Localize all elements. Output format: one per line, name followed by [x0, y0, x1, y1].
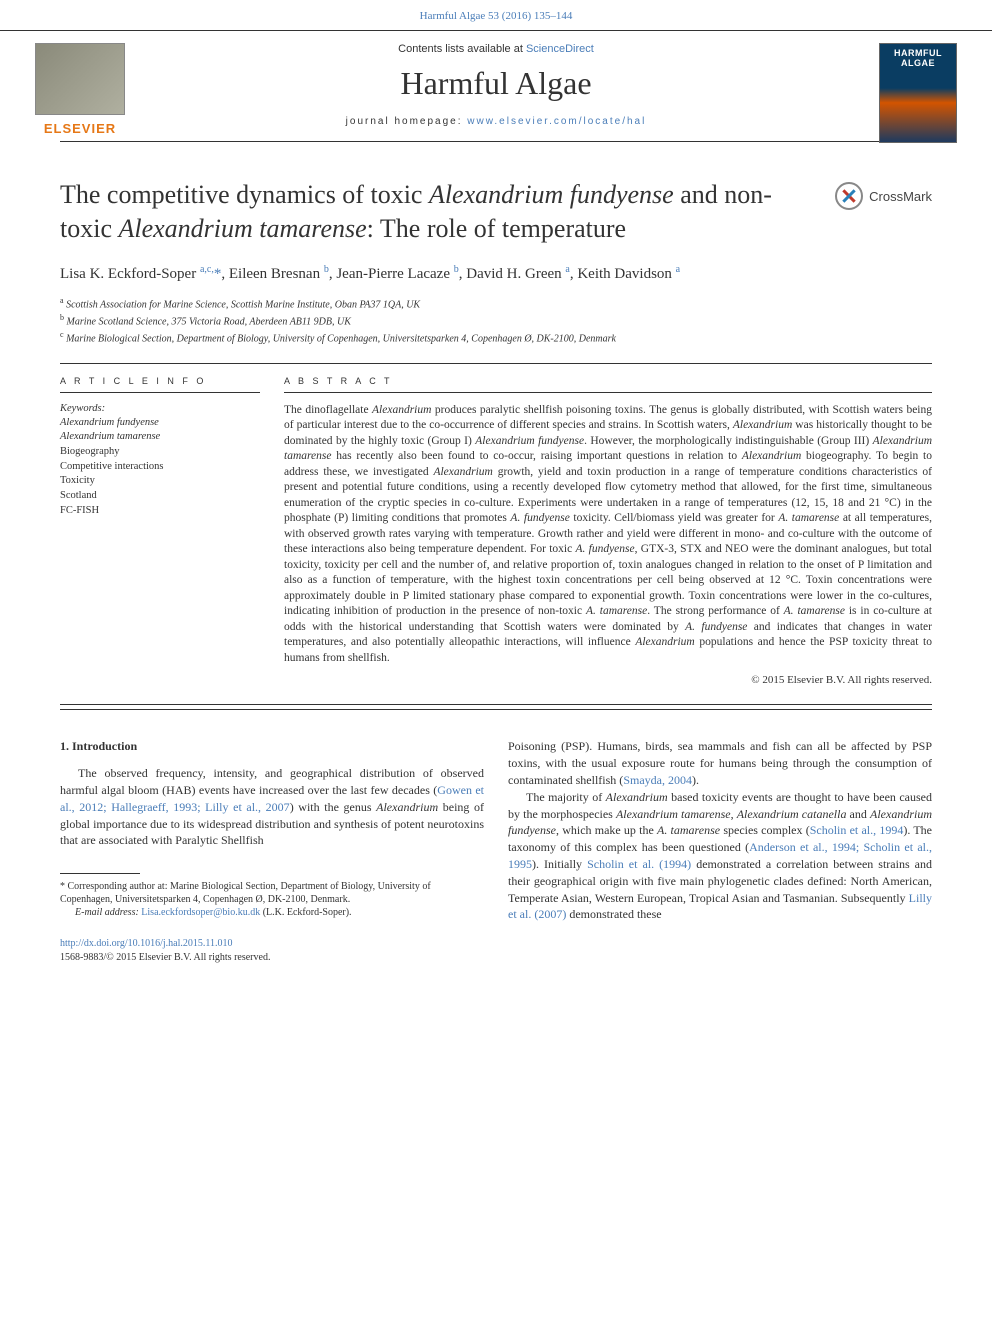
abstract-header: A B S T R A C T: [284, 376, 932, 393]
intro-paragraph-2: The majority of Alexandrium based toxici…: [508, 789, 932, 923]
keyword-item: FC-FISH: [60, 504, 260, 519]
affiliation-item: b Marine Scotland Science, 375 Victoria …: [60, 312, 932, 329]
keyword-item: Alexandrium tamarense: [60, 430, 260, 445]
crossmark-icon: [835, 182, 863, 210]
footnote-separator: [60, 873, 140, 874]
contents-available: Contents lists available at ScienceDirec…: [60, 43, 932, 55]
email-link[interactable]: Lisa.eckfordsoper@bio.ku.dk: [141, 907, 260, 918]
citation-header: Harmful Algae 53 (2016) 135–144: [0, 0, 992, 30]
keywords-list: Alexandrium fundyenseAlexandrium tamaren…: [60, 416, 260, 519]
elsevier-label: ELSEVIER: [35, 121, 125, 136]
keyword-item: Competitive interactions: [60, 460, 260, 475]
affiliation-item: c Marine Biological Section, Department …: [60, 329, 932, 346]
abstract-text: The dinoflagellate Alexandrium produces …: [284, 403, 932, 667]
sciencedirect-link[interactable]: ScienceDirect: [526, 43, 594, 55]
email-footnote: E-mail address: Lisa.eckfordsoper@bio.ku…: [60, 906, 484, 919]
elsevier-logo: ELSEVIER: [35, 43, 125, 143]
journal-masthead: ELSEVIER HARMFUL ALGAE Contents lists av…: [0, 30, 992, 142]
keyword-item: Biogeography: [60, 445, 260, 460]
cover-title: HARMFUL ALGAE: [880, 44, 956, 72]
issn-copyright: 1568-9883/© 2015 Elsevier B.V. All right…: [60, 951, 932, 965]
page-footer: http://dx.doi.org/10.1016/j.hal.2015.11.…: [0, 923, 992, 985]
abstract-copyright: © 2015 Elsevier B.V. All rights reserved…: [284, 674, 932, 686]
keywords-label: Keywords:: [60, 403, 260, 414]
homepage-link[interactable]: www.elsevier.com/locate/hal: [467, 116, 646, 127]
introduction-heading: 1. Introduction: [60, 738, 484, 755]
keyword-item: Scotland: [60, 489, 260, 504]
affiliations: a Scottish Association for Marine Scienc…: [60, 295, 932, 347]
author-list: Lisa K. Eckford-Soper a,c,*, Eileen Bres…: [60, 264, 932, 283]
corresponding-author-footnote: * Corresponding author at: Marine Biolog…: [60, 880, 484, 906]
main-text: 1. Introduction The observed frequency, …: [60, 738, 932, 923]
crossmark-badge[interactable]: CrossMark: [835, 182, 932, 210]
article-info-column: A R T I C L E I N F O Keywords: Alexandr…: [60, 364, 260, 687]
keyword-item: Toxicity: [60, 474, 260, 489]
intro-paragraph-1b: Poisoning (PSP). Humans, birds, sea mamm…: [508, 738, 932, 788]
article-title: The competitive dynamics of toxic Alexan…: [60, 178, 810, 246]
elsevier-tree-icon: [35, 43, 125, 115]
abstract-column: A B S T R A C T The dinoflagellate Alexa…: [284, 364, 932, 687]
article-info-header: A R T I C L E I N F O: [60, 376, 260, 393]
affiliation-item: a Scottish Association for Marine Scienc…: [60, 295, 932, 312]
intro-paragraph-1a: The observed frequency, intensity, and g…: [60, 765, 484, 849]
article-body: A R T I C L E I N F O Keywords: Alexandr…: [0, 363, 992, 924]
journal-name: Harmful Algae: [60, 65, 932, 102]
keyword-item: Alexandrium fundyense: [60, 416, 260, 431]
section-divider: [60, 704, 932, 710]
journal-cover-image: HARMFUL ALGAE: [879, 43, 957, 143]
crossmark-label: CrossMark: [869, 189, 932, 204]
journal-homepage: journal homepage: www.elsevier.com/locat…: [60, 116, 932, 127]
doi-link[interactable]: http://dx.doi.org/10.1016/j.hal.2015.11.…: [60, 937, 932, 951]
article-header: CrossMark The competitive dynamics of to…: [0, 142, 992, 347]
